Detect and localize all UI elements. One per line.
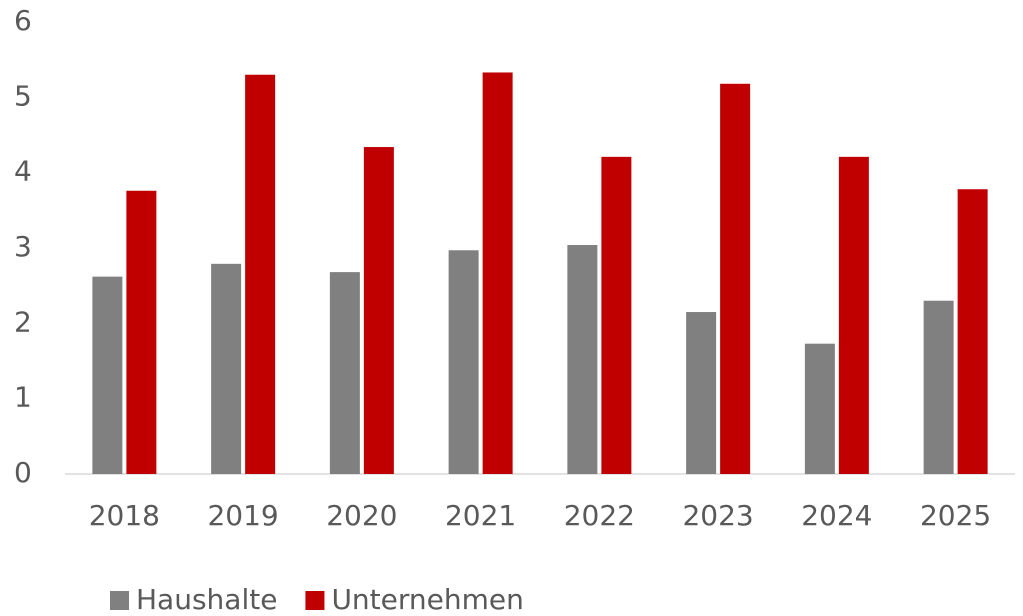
- legend-swatch: [305, 591, 325, 610]
- bar: [923, 300, 954, 474]
- x-tick-label: 2018: [89, 499, 160, 532]
- y-tick-label: 2: [14, 305, 32, 338]
- bar: [245, 74, 276, 474]
- bar: [363, 147, 394, 474]
- bar: [804, 343, 835, 474]
- x-tick-label: 2021: [445, 499, 516, 532]
- y-tick-label: 5: [14, 79, 32, 112]
- x-tick-label: 2020: [326, 499, 397, 532]
- bar: [601, 156, 632, 474]
- bar: [448, 250, 479, 474]
- y-tick-label: 0: [14, 456, 32, 489]
- x-tick-label: 2023: [682, 499, 753, 532]
- bar: [126, 190, 157, 474]
- bar: [838, 156, 869, 474]
- bar: [329, 272, 360, 474]
- bar: [211, 263, 242, 474]
- y-tick-label: 1: [14, 381, 32, 414]
- legend-label: Haushalte: [136, 583, 277, 616]
- y-tick-label: 6: [14, 4, 32, 37]
- x-tick-label: 2022: [564, 499, 635, 532]
- bar: [720, 83, 751, 475]
- bar: [92, 276, 123, 474]
- bar: [686, 312, 717, 474]
- bar: [482, 72, 513, 475]
- x-tick-label: 2024: [801, 499, 872, 532]
- x-tick-label: 2019: [207, 499, 278, 532]
- legend-label: Unternehmen: [331, 583, 523, 616]
- y-tick-label: 4: [14, 155, 32, 188]
- bar: [957, 189, 988, 475]
- legend-swatch: [110, 591, 129, 610]
- x-tick-label: 2025: [920, 499, 991, 532]
- bar: [567, 244, 598, 474]
- y-tick-label: 3: [14, 230, 32, 263]
